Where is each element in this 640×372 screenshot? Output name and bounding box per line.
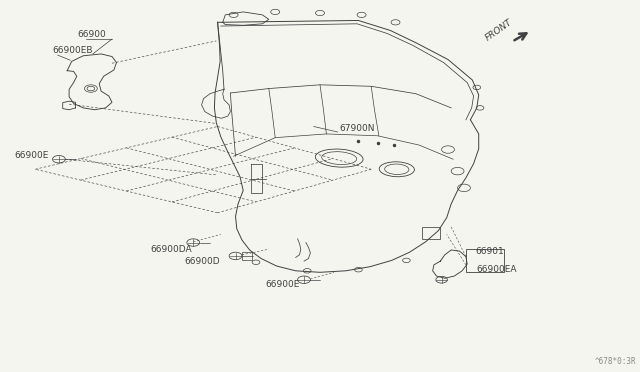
Text: 66900D: 66900D bbox=[184, 257, 220, 266]
Text: FRONT: FRONT bbox=[484, 18, 514, 43]
Text: ^678*0:3R: ^678*0:3R bbox=[595, 357, 637, 366]
Text: 66900EA: 66900EA bbox=[477, 265, 517, 274]
Text: 66900E: 66900E bbox=[14, 151, 49, 160]
Bar bbox=[466, 249, 504, 272]
Text: 67900N: 67900N bbox=[339, 124, 374, 133]
Bar bbox=[422, 227, 440, 239]
Text: 66901: 66901 bbox=[475, 247, 504, 256]
Text: 66900EB: 66900EB bbox=[52, 46, 93, 55]
Bar bbox=[242, 252, 252, 260]
Text: 66900DA: 66900DA bbox=[150, 245, 192, 254]
Text: 66900E: 66900E bbox=[266, 280, 300, 289]
Text: 66900: 66900 bbox=[77, 30, 106, 39]
